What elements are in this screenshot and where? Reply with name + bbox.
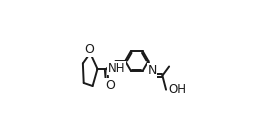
- Text: OH: OH: [169, 83, 187, 96]
- Text: O: O: [85, 43, 94, 56]
- Text: O: O: [105, 79, 115, 92]
- Text: N: N: [147, 64, 157, 77]
- Text: NH: NH: [107, 62, 125, 75]
